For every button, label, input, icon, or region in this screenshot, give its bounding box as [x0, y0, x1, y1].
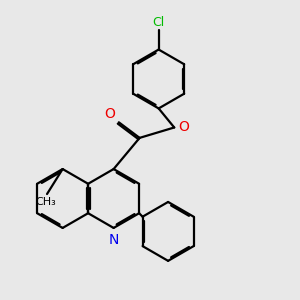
Text: CH₃: CH₃: [35, 197, 56, 208]
Text: N: N: [108, 233, 119, 247]
Text: O: O: [104, 106, 116, 121]
Text: O: O: [178, 121, 189, 134]
Text: Cl: Cl: [152, 16, 165, 29]
